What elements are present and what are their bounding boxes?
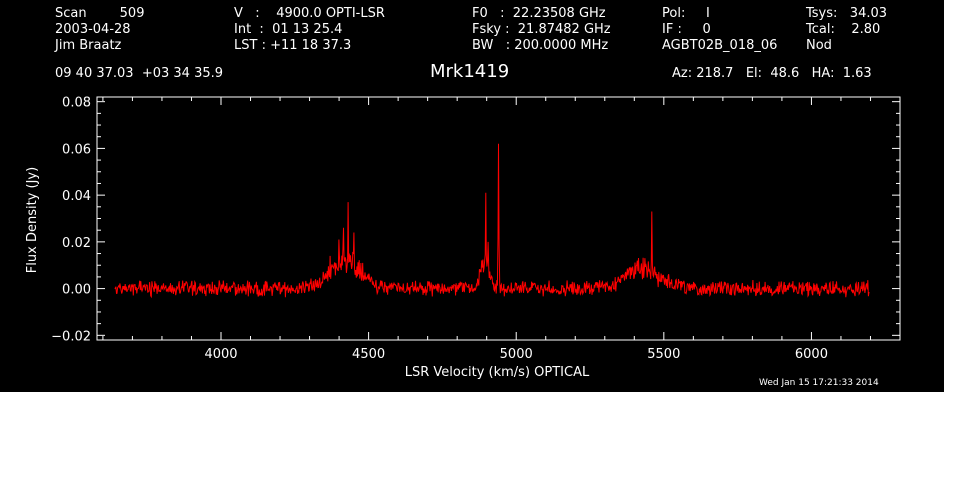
header-line-project: AGBT02B_018_06 <box>662 38 778 53</box>
header-line-scan: Scan 509 <box>55 6 145 21</box>
x-tick-label: 5000 <box>500 347 533 362</box>
header-line-fsky: Fsky : 21.87482 GHz <box>472 22 611 37</box>
header-line-observer: Jim Braatz <box>55 38 122 53</box>
spectrum-panel: Scan 509 2003-04-28 Jim Braatz V : 4900.… <box>0 0 944 392</box>
header-line-date: 2003-04-28 <box>55 22 131 37</box>
y-tick-labels: −0.02 0.00 0.02 0.04 0.06 0.08 <box>51 96 91 345</box>
y-tick-label: 0.00 <box>62 283 91 298</box>
source-name: Mrk1419 <box>430 61 510 82</box>
y-tick-label: 0.06 <box>62 142 91 157</box>
x-tick-label: 6000 <box>795 347 828 362</box>
header-line-velocity: V : 4900.0 OPTI-LSR <box>234 6 385 21</box>
y-tick-label: 0.04 <box>62 189 91 204</box>
header-line-f0: F0 : 22.23508 GHz <box>472 6 606 21</box>
header-line-lst: LST : +11 18 37.3 <box>234 38 352 53</box>
header-line-pol: Pol: I <box>662 6 710 21</box>
x-tick-label: 4500 <box>352 347 385 362</box>
header-line-mode: Nod <box>806 38 832 53</box>
x-tick-label: 4000 <box>204 347 237 362</box>
header-line-tcal: Tcal: 2.80 <box>806 22 881 37</box>
timestamp: Wed Jan 15 17:21:33 2014 <box>759 378 879 388</box>
header-line-integration: Int : 01 13 25.4 <box>234 22 343 37</box>
x-tick-label: 5500 <box>647 347 680 362</box>
x-axis-title: LSR Velocity (km/s) OPTICAL <box>405 365 590 380</box>
header-line-bw: BW : 200.0000 MHz <box>472 38 609 53</box>
header-line-if: IF : 0 <box>662 22 711 37</box>
spectrum-series-line <box>114 143 870 299</box>
y-axis-title: Flux Density (Jy) <box>25 167 40 273</box>
header-line-tsys: Tsys: 34.03 <box>806 6 888 21</box>
y-tick-label: 0.02 <box>62 236 91 251</box>
header-az-el-ha: Az: 218.7 El: 48.6 HA: 1.63 <box>672 66 872 81</box>
y-tick-label: 0.08 <box>62 96 91 111</box>
spectrum-chart: 4000 4500 5000 5500 6000 −0.02 0.00 0.02 0.04 0.… <box>25 96 901 380</box>
axis-ticks <box>97 97 901 340</box>
x-tick-labels: 4000 4500 5000 5500 6000 <box>204 347 828 362</box>
header-coordinates: 09 40 37.03 +03 34 35.9 <box>55 66 224 81</box>
y-tick-label: −0.02 <box>51 329 91 344</box>
